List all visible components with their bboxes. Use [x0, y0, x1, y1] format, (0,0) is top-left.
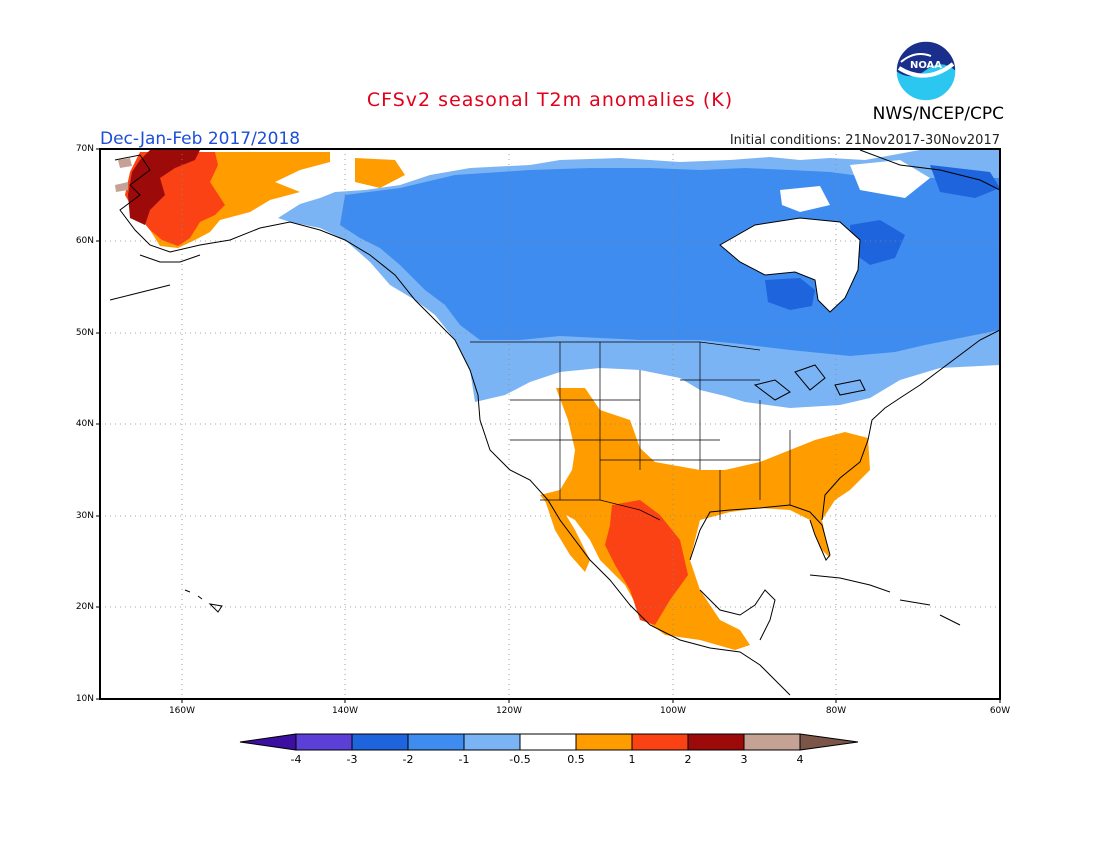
colorbar-low-arrow: [239, 733, 297, 751]
lat-label: 20N: [75, 602, 94, 612]
colorbar: [239, 733, 859, 751]
lat-label: 30N: [75, 511, 94, 521]
lon-label: 60W: [989, 706, 1011, 716]
noaa-logo-text: NOAA: [910, 60, 942, 71]
colorbar-segment: [687, 733, 745, 751]
chart-title: CFSv2 seasonal T2m anomalies (K): [366, 89, 734, 111]
colorbar-label: -1: [458, 753, 470, 766]
lon-label: 140W: [331, 706, 359, 716]
colorbar-label: 3: [740, 753, 748, 766]
initial-conditions-label: Initial conditions: 21Nov2017-30Nov2017: [729, 133, 1000, 148]
alaska-extreme-warm-region: [115, 158, 132, 192]
greenland-coast: [859, 149, 1000, 191]
lon-label: 120W: [495, 706, 523, 716]
atlantic-coastline: [821, 329, 1000, 521]
colorbar-label: -2: [402, 753, 414, 766]
lat-label: 40N: [75, 419, 94, 429]
season-label: Dec-Jan-Feb 2017/2018: [100, 129, 301, 149]
caribbean-islands: [809, 574, 961, 626]
colorbar-segment: [463, 733, 521, 751]
alaska-coastline: [114, 154, 479, 396]
colorbar-segment: [351, 733, 409, 751]
colorbar-segment: [295, 733, 353, 751]
mexico-strong-warm-region: [605, 500, 688, 625]
colorbar-label: -0.5: [509, 753, 531, 766]
colorbar-label: -4: [290, 753, 302, 766]
noaa-logo-icon: NOAA: [895, 40, 957, 102]
colorbar-segment: [575, 733, 633, 751]
colorbar-segment: [743, 733, 801, 751]
agency-label: NWS/NCEP/CPC: [872, 104, 1004, 124]
hudson-bay-region: [720, 218, 860, 312]
colorbar-label: 4: [796, 753, 804, 766]
alaska-very-strong-warm-region: [128, 150, 200, 225]
colorbar-label: 0.5: [567, 753, 585, 766]
colorbar-segment: [631, 733, 689, 751]
colorbar-label: 1: [628, 753, 636, 766]
colorbar-high-arrow: [799, 733, 859, 751]
gulf-coastline: [689, 504, 831, 561]
lon-label: 160W: [168, 706, 196, 716]
yucatan-coastline: [699, 589, 776, 641]
lat-label: 70N: [75, 144, 94, 154]
lat-label: 60N: [75, 236, 94, 246]
alaska-peninsula: [109, 254, 201, 301]
lat-label: 10N: [75, 694, 94, 704]
cold-anomaly-mid-region: [340, 168, 1000, 356]
cold-anomaly-strong-region: [765, 165, 1000, 310]
lon-label: 100W: [659, 706, 687, 716]
southern-us-warm-region: [540, 388, 870, 650]
colorbar-segment: [519, 733, 577, 751]
colorbar-label: -3: [346, 753, 358, 766]
hawaii-islands: [184, 589, 223, 613]
great-lakes: [753, 364, 866, 401]
lat-label: 50N: [75, 328, 94, 338]
colorbar-label: 2: [684, 753, 692, 766]
colorbar-segment: [407, 733, 465, 751]
lon-label: 80W: [825, 706, 847, 716]
hudson-bay-coastline: [719, 217, 861, 313]
pacific-coastline: [477, 394, 791, 696]
